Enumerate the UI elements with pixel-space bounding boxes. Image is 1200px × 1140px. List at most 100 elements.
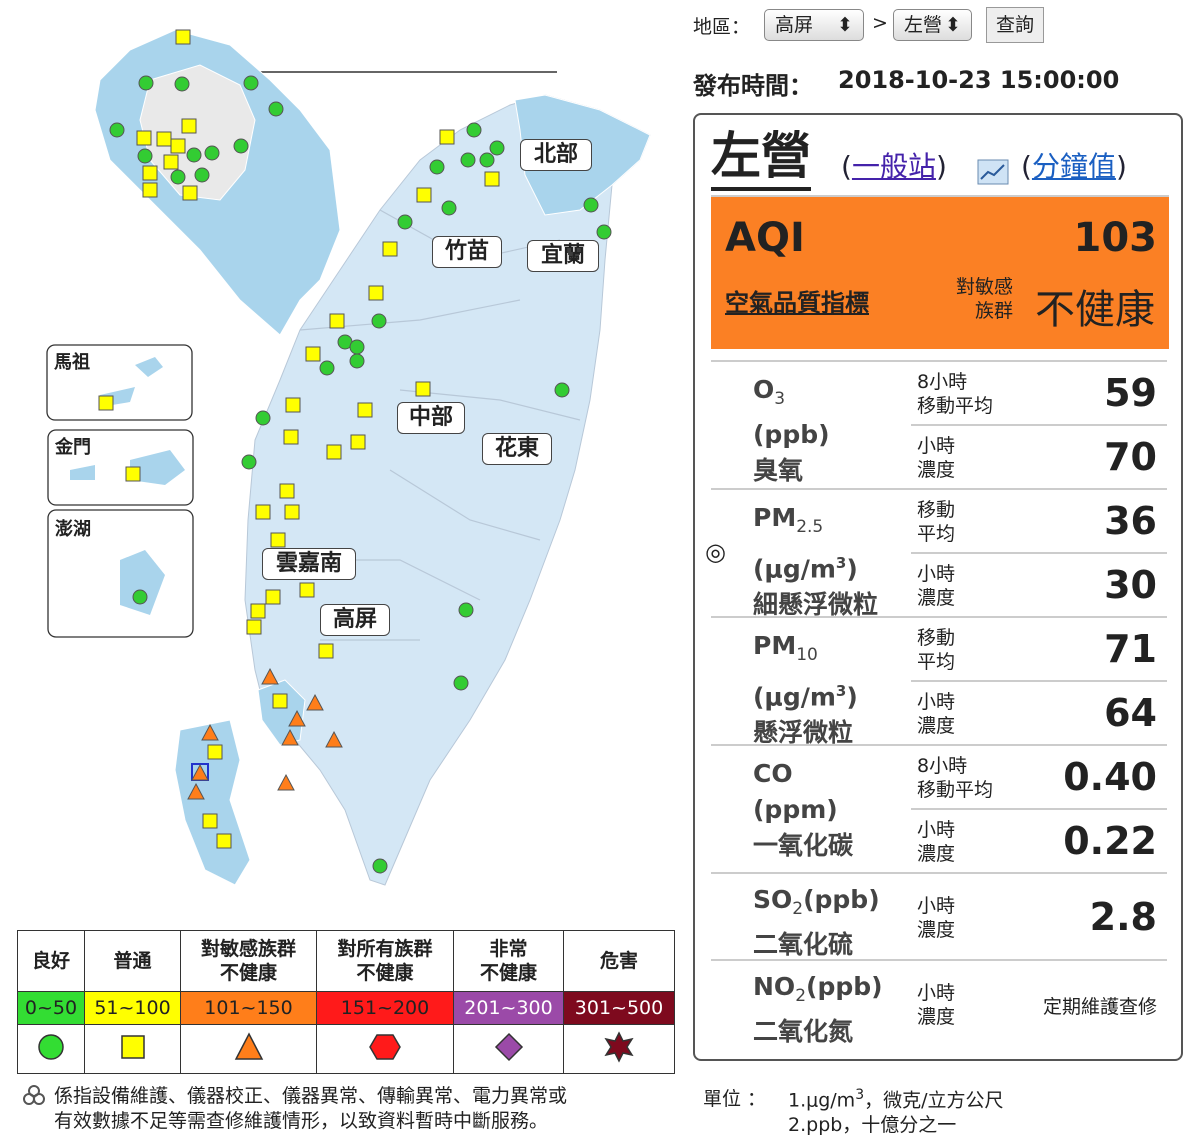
station-marker[interactable]	[268, 101, 284, 117]
station-marker[interactable]	[326, 444, 342, 460]
station-marker[interactable]	[136, 130, 152, 146]
station-type-link[interactable]: 一般站	[851, 150, 936, 183]
station-marker[interactable]	[306, 693, 324, 711]
name-line: CO	[753, 756, 853, 792]
aqi-name-link[interactable]: 空氣品質指標	[725, 289, 869, 317]
station-marker[interactable]	[453, 675, 469, 691]
station-marker[interactable]	[368, 285, 384, 301]
station-marker[interactable]	[382, 241, 398, 257]
region-label[interactable]: 高屏	[320, 604, 390, 636]
station-marker[interactable]	[288, 709, 306, 727]
station-marker[interactable]	[142, 182, 158, 198]
legend-icon	[234, 1031, 263, 1060]
station-marker[interactable]	[241, 454, 257, 470]
station-marker[interactable]	[325, 730, 343, 748]
station-marker[interactable]	[479, 152, 495, 168]
station-marker[interactable]	[285, 397, 301, 413]
station-marker[interactable]	[596, 224, 612, 240]
station-marker[interactable]	[350, 434, 366, 450]
formula-sub: 2.5	[796, 517, 824, 537]
station-marker[interactable]	[207, 744, 223, 760]
station-marker[interactable]	[372, 858, 388, 874]
station-marker[interactable]	[186, 147, 202, 163]
station-marker[interactable]	[137, 148, 153, 164]
station-select[interactable]: 左營 ⬍	[893, 9, 972, 41]
station-marker[interactable]	[460, 152, 476, 168]
station-marker[interactable]	[439, 129, 455, 145]
station-marker[interactable]	[98, 395, 114, 411]
station-marker[interactable]	[415, 381, 431, 397]
region-label[interactable]: 宜蘭	[527, 240, 599, 272]
region-label[interactable]: 雲嘉南	[262, 548, 356, 580]
station-marker[interactable]	[484, 171, 500, 187]
station-marker[interactable]	[284, 504, 300, 520]
station-marker[interactable]	[201, 723, 219, 741]
reading-label-line: 小時	[917, 563, 956, 585]
station-marker[interactable]	[142, 165, 158, 181]
station-marker[interactable]	[182, 185, 198, 201]
station-marker[interactable]	[349, 339, 365, 355]
station-marker[interactable]	[233, 138, 249, 154]
station-marker[interactable]	[318, 643, 334, 659]
station-marker[interactable]	[255, 410, 271, 426]
station-marker[interactable]	[277, 773, 295, 791]
station-marker[interactable]	[466, 122, 482, 138]
station-marker[interactable]	[281, 728, 299, 746]
station-marker[interactable]	[270, 532, 286, 548]
reading-label: 8小時 移動平均	[917, 370, 993, 418]
station-marker[interactable]	[429, 159, 445, 175]
station-marker[interactable]	[349, 353, 365, 369]
station-marker[interactable]	[170, 138, 186, 154]
station-marker[interactable]	[255, 504, 271, 520]
region-label[interactable]: 竹苗	[432, 236, 502, 268]
station-marker[interactable]	[243, 75, 259, 91]
region-label[interactable]: 中部	[397, 402, 465, 434]
station-marker[interactable]	[170, 169, 186, 185]
station-marker[interactable]	[458, 602, 474, 618]
station-marker[interactable]	[156, 131, 172, 147]
station-marker[interactable]	[181, 118, 197, 134]
station-marker[interactable]	[305, 346, 321, 362]
reading-label: 小時 濃度	[917, 981, 955, 1029]
station-marker[interactable]	[261, 667, 279, 685]
region-label[interactable]: 北部	[520, 139, 592, 171]
station-marker[interactable]	[250, 603, 266, 619]
station-marker[interactable]	[191, 763, 209, 781]
station-marker[interactable]	[132, 589, 148, 605]
station-marker[interactable]	[283, 429, 299, 445]
station-marker[interactable]	[265, 589, 281, 605]
station-marker[interactable]	[272, 693, 288, 709]
station-marker[interactable]	[319, 360, 335, 376]
chart-icon[interactable]	[977, 159, 1009, 185]
region-label[interactable]: 花東	[482, 433, 552, 465]
station-marker[interactable]	[416, 187, 432, 203]
station-marker[interactable]	[554, 382, 570, 398]
station-marker[interactable]	[357, 402, 373, 418]
station-marker[interactable]	[187, 782, 205, 800]
station-marker[interactable]	[371, 313, 387, 329]
station-marker[interactable]	[246, 619, 262, 635]
region-select[interactable]: 高屏 ⬍	[764, 9, 864, 41]
station-marker[interactable]	[125, 466, 141, 482]
station-marker[interactable]	[489, 140, 505, 156]
station-marker[interactable]	[202, 813, 218, 829]
pollutant-row: NO2(ppb) 二氧化氮 小時 濃度 定期維護查修	[711, 959, 1167, 1048]
pollutant-name: O3 (ppb) 臭氧	[753, 372, 830, 489]
station-marker[interactable]	[441, 200, 457, 216]
station-marker[interactable]	[204, 145, 220, 161]
station-marker[interactable]	[216, 833, 232, 849]
station-marker[interactable]	[583, 197, 599, 213]
station-marker[interactable]	[299, 582, 315, 598]
station-marker[interactable]	[163, 154, 179, 170]
query-button[interactable]: 查詢	[986, 7, 1045, 43]
station-marker[interactable]	[194, 167, 210, 183]
reading-label-line: 濃度	[917, 459, 956, 481]
station-marker[interactable]	[329, 313, 345, 329]
station-marker[interactable]	[174, 76, 190, 92]
station-marker[interactable]	[109, 122, 125, 138]
station-marker[interactable]	[138, 75, 154, 91]
station-marker[interactable]	[397, 214, 413, 230]
station-marker[interactable]	[279, 483, 295, 499]
station-marker[interactable]	[175, 29, 191, 45]
minute-link[interactable]: 分鐘值	[1031, 150, 1116, 183]
